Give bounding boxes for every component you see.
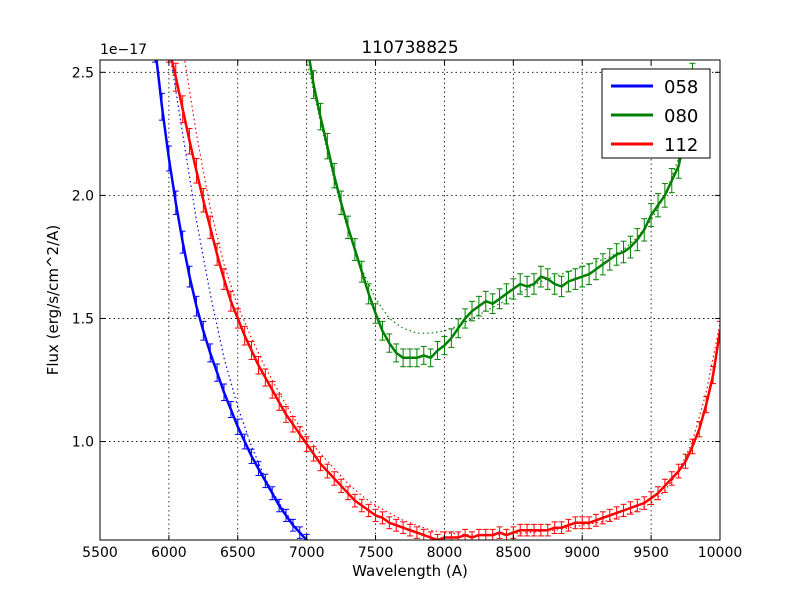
series-line-080 bbox=[308, 60, 694, 360]
model-curve-058 bbox=[170, 60, 308, 540]
x-tick-label: 5500 bbox=[82, 545, 118, 561]
axis-ticks: 5500 6000 6500 7000 7500 8000 8500 9000 9500 1000… bbox=[72, 60, 743, 561]
grid bbox=[100, 60, 720, 540]
x-tick-label: 6500 bbox=[220, 545, 256, 561]
y-offset-label: 1e−17 bbox=[100, 42, 147, 58]
legend-label-058: 058 bbox=[664, 77, 698, 98]
x-tick-label: 9500 bbox=[633, 545, 669, 561]
x-axis-label: Wavelength (A) bbox=[352, 562, 468, 580]
series-line-058 bbox=[155, 60, 309, 540]
legend-label-112: 112 bbox=[664, 135, 698, 156]
plot-frame bbox=[99, 59, 721, 541]
legend: 058 080 112 bbox=[601, 68, 711, 159]
y-tick-label: 2.5 bbox=[72, 65, 94, 81]
x-tick-label: 6000 bbox=[151, 545, 187, 561]
x-tick-label: 8500 bbox=[496, 545, 532, 561]
x-tick-label: 7500 bbox=[358, 545, 394, 561]
chart-title: 110738825 bbox=[361, 38, 458, 58]
model-curves bbox=[170, 60, 720, 540]
model-curve-080 bbox=[306, 60, 693, 334]
y-tick-label: 1.0 bbox=[72, 435, 94, 451]
x-tick-label: 9000 bbox=[564, 545, 600, 561]
legend-label-080: 080 bbox=[664, 106, 698, 127]
errorbar-112 bbox=[434, 533, 441, 540]
x-tick-label: 8000 bbox=[427, 545, 463, 561]
y-tick-label: 2.0 bbox=[72, 188, 94, 204]
y-tick-label: 1.5 bbox=[72, 311, 94, 327]
x-tick-label: 10000 bbox=[698, 545, 743, 561]
x-tick-label: 7000 bbox=[289, 545, 325, 561]
y-axis-label: Flux (erg/s/cm^2/A) bbox=[44, 225, 62, 376]
